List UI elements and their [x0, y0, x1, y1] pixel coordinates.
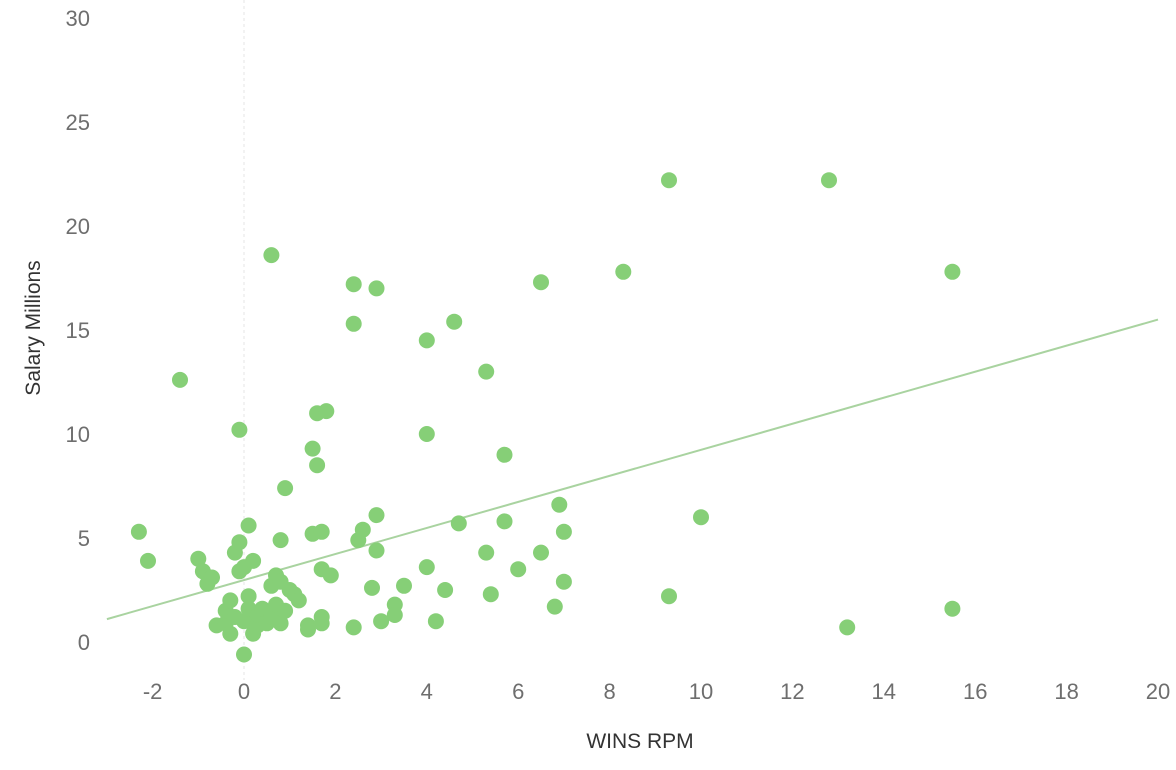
data-point [236, 646, 252, 663]
data-point [437, 582, 454, 598]
data-point [231, 534, 248, 551]
data-point [533, 544, 549, 561]
x-axis-title: WINS RPM [586, 730, 693, 753]
data-point [364, 579, 380, 596]
data-point [368, 280, 385, 297]
data-point [236, 613, 252, 630]
data-point [368, 542, 385, 559]
data-point [240, 588, 257, 605]
data-point [418, 426, 435, 442]
x-tick-label: 10 [689, 679, 713, 704]
data-point [446, 313, 463, 330]
x-tick-label: -2 [143, 679, 163, 704]
data-point [309, 457, 326, 474]
data-point [322, 567, 339, 584]
x-tick-label: 0 [238, 679, 250, 704]
data-point [944, 600, 961, 617]
data-point [290, 592, 307, 609]
data-point [140, 552, 156, 569]
data-point [313, 523, 330, 540]
x-tick-label: 12 [780, 679, 804, 704]
data-point [661, 172, 677, 189]
data-point [245, 552, 262, 569]
data-point [510, 561, 527, 578]
x-tick-label: 8 [603, 679, 615, 704]
x-tick-label: 18 [1054, 679, 1078, 704]
x-tick-label: 2 [329, 679, 341, 704]
data-point [373, 613, 390, 630]
x-tick-label: 14 [872, 679, 896, 704]
data-point [204, 569, 220, 586]
data-point [615, 263, 632, 280]
x-axis-ticks: -2 0 2 4 6 8 10 12 14 16 18 20 [143, 679, 1170, 704]
data-point [427, 613, 444, 630]
x-tick-label: 20 [1146, 679, 1170, 704]
x-tick-label: 4 [421, 679, 433, 704]
data-point [450, 515, 467, 532]
data-points-layer [130, 172, 961, 663]
y-tick-label: 15 [66, 318, 90, 343]
data-point [396, 577, 412, 594]
data-point [272, 615, 289, 632]
data-point [222, 592, 239, 609]
data-point [839, 619, 856, 636]
y-axis-ticks: 0 5 10 15 20 25 30 [66, 6, 90, 655]
data-point [368, 507, 385, 524]
data-point [277, 480, 294, 497]
trend-line-layer [106, 318, 1159, 621]
data-point [496, 446, 513, 463]
x-tick-label: 16 [963, 679, 987, 704]
data-point [354, 521, 371, 538]
y-tick-label: 20 [66, 214, 90, 239]
x-tick-label: 6 [512, 679, 524, 704]
data-point [418, 559, 435, 576]
data-point [300, 617, 316, 634]
data-point [478, 544, 495, 561]
data-point [240, 517, 257, 534]
trend-line [106, 318, 1159, 621]
data-point [345, 276, 362, 293]
data-point [555, 573, 572, 590]
data-point [555, 523, 572, 540]
data-point [418, 332, 435, 349]
y-axis-title: Salary Millions [22, 260, 45, 395]
y-tick-label: 25 [66, 110, 90, 135]
data-point [172, 371, 188, 388]
data-point [693, 509, 709, 526]
data-point [277, 602, 294, 619]
y-tick-label: 5 [78, 526, 90, 551]
data-point [496, 513, 513, 530]
data-point [551, 496, 568, 513]
data-point [821, 172, 837, 189]
data-point [345, 315, 362, 332]
data-point [661, 588, 677, 605]
data-point [345, 619, 362, 636]
y-tick-label: 0 [78, 630, 90, 655]
y-tick-label: 30 [66, 6, 90, 31]
data-point [130, 523, 147, 540]
data-point [318, 403, 335, 420]
data-point [482, 586, 499, 603]
data-point [190, 550, 207, 567]
data-point [944, 263, 961, 280]
data-point [546, 598, 563, 615]
data-point [222, 625, 239, 642]
y-tick-label: 10 [66, 422, 90, 447]
data-point [313, 609, 330, 625]
data-point [272, 532, 289, 549]
data-point [478, 363, 495, 380]
data-point [263, 247, 280, 264]
data-point [386, 607, 403, 623]
data-point [231, 421, 248, 438]
data-point [533, 274, 549, 291]
data-point [304, 440, 321, 457]
